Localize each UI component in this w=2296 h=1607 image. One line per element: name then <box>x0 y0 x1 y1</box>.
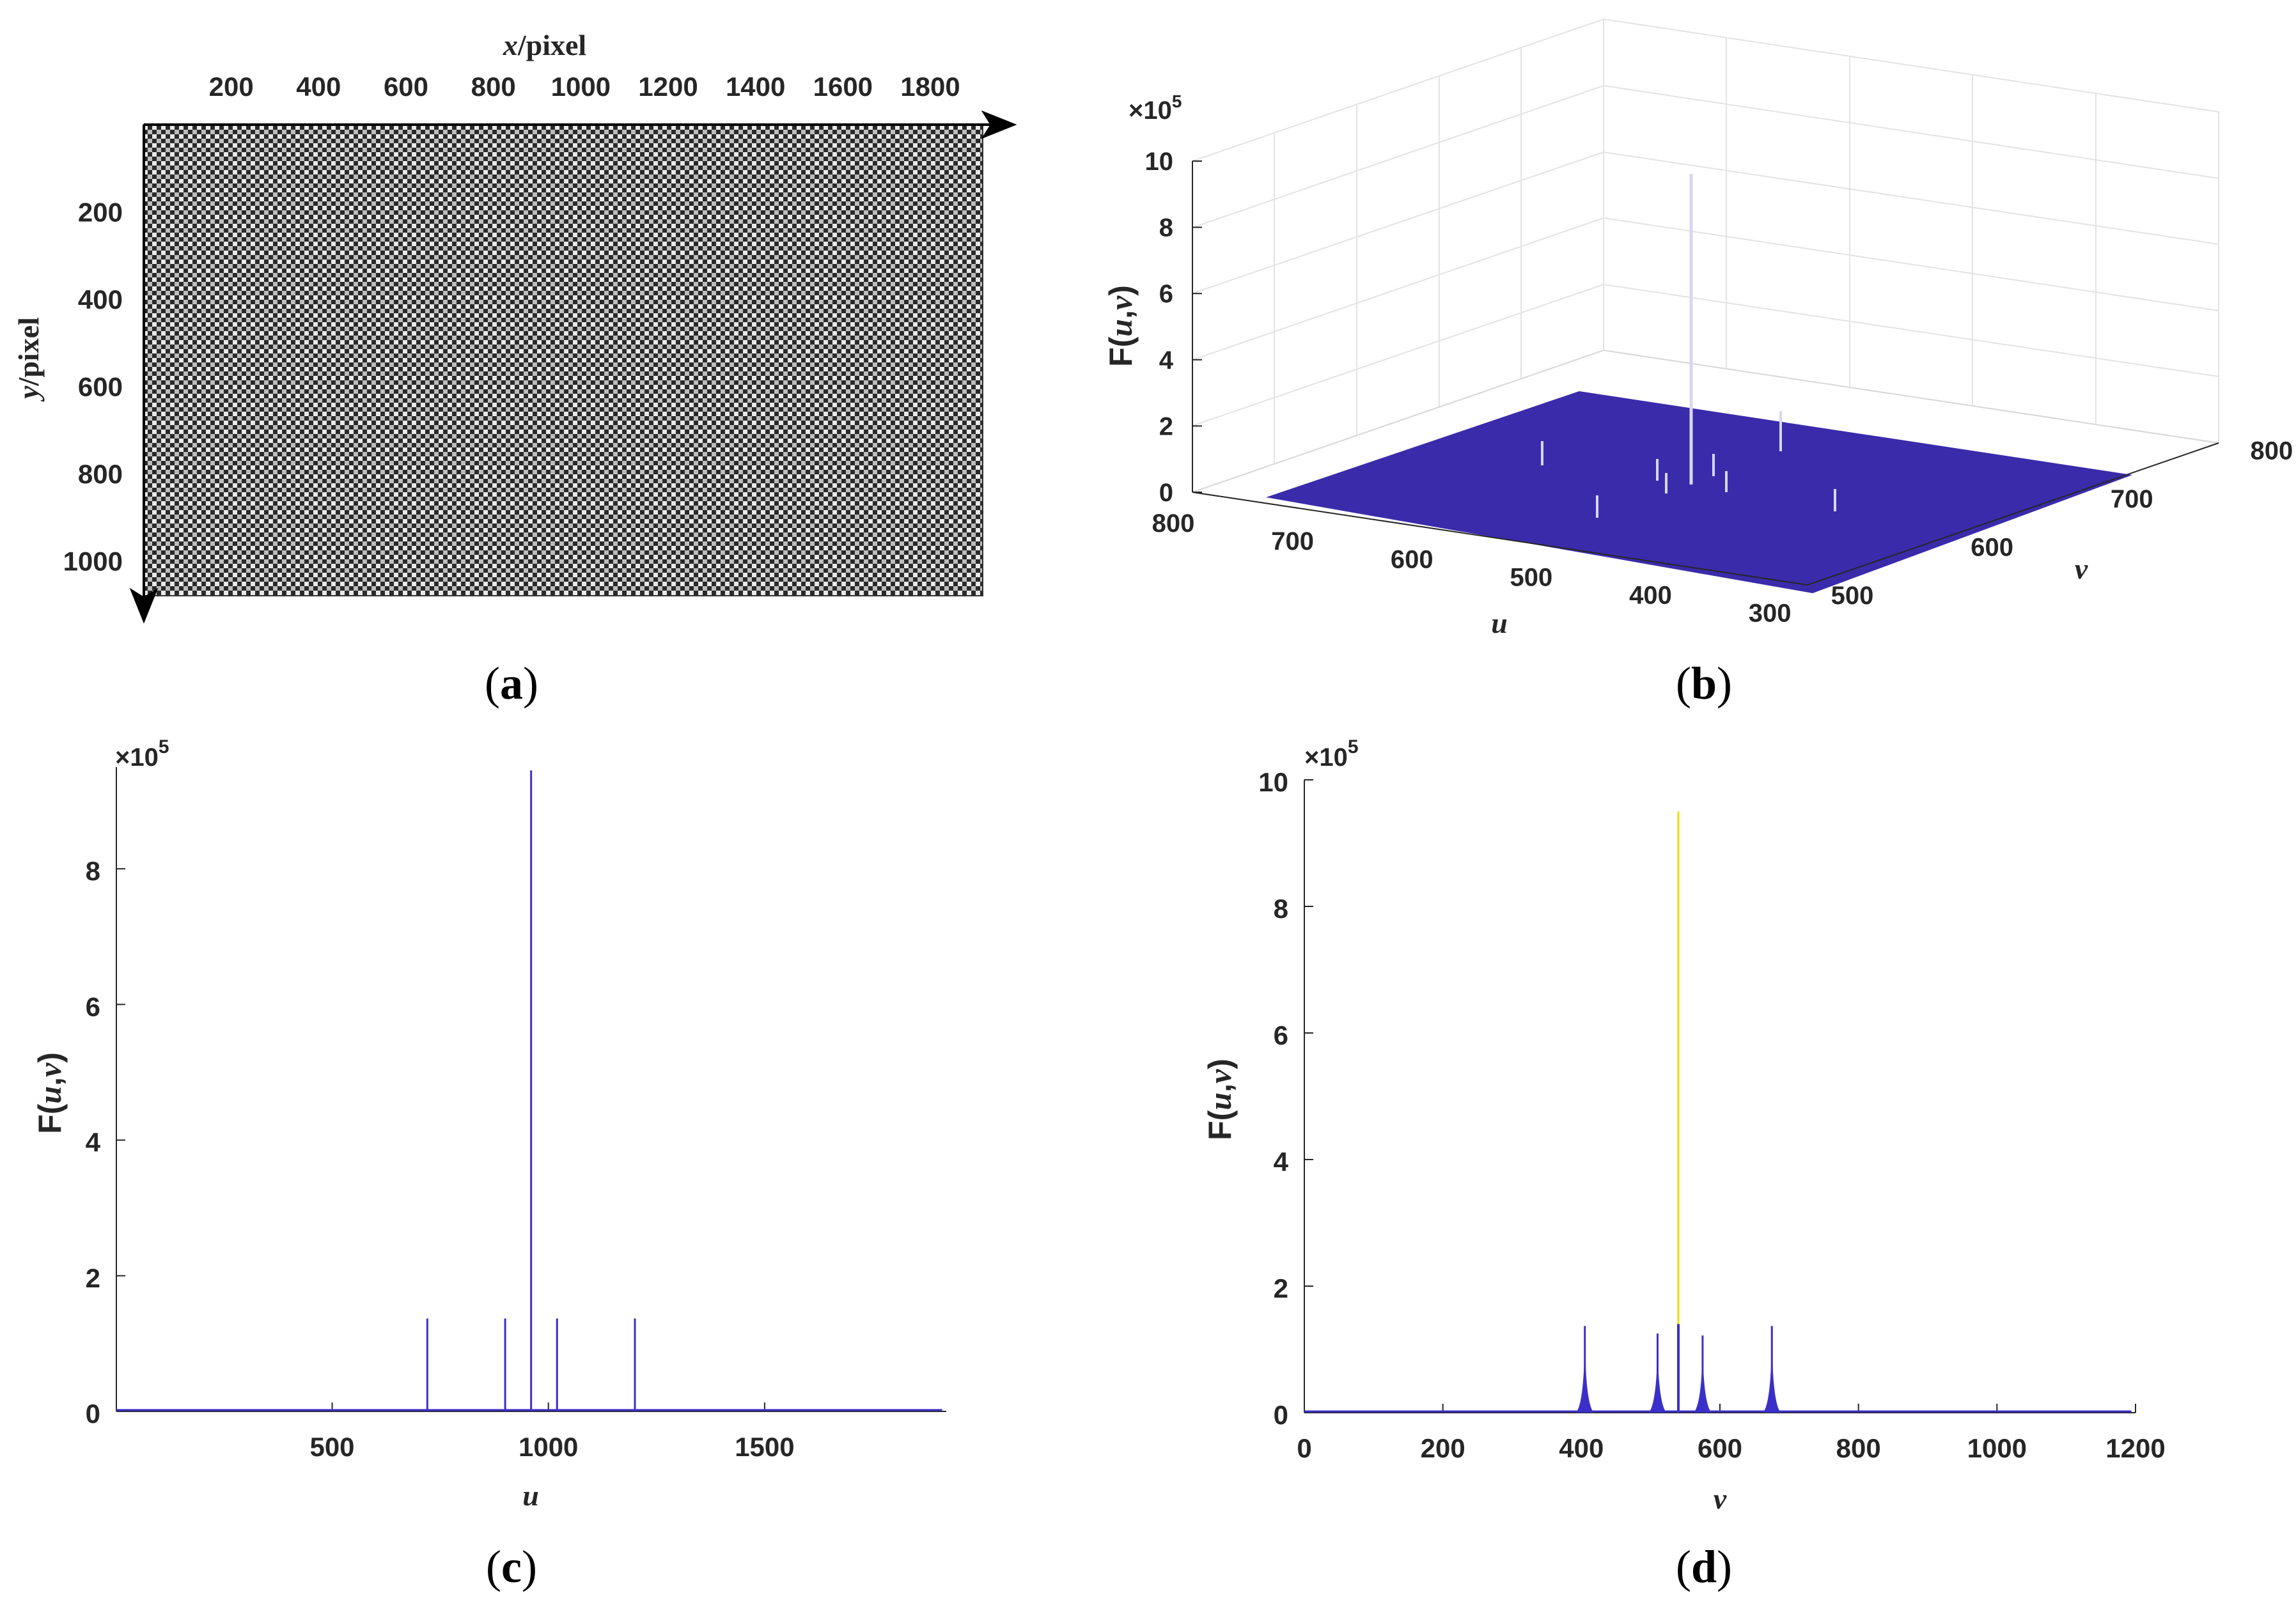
b-spikes <box>1541 174 1836 518</box>
y-tick-label: 2 <box>1274 1273 1288 1303</box>
b-v-tick-label: 700 <box>2111 485 2153 513</box>
caption-b: (b) <box>1676 658 1732 709</box>
series-peak-base <box>1648 1333 1667 1413</box>
b-u-tick-label: 800 <box>1152 509 1195 538</box>
b-v-tick-label: 500 <box>1831 582 1874 610</box>
b-u-axis-line <box>1192 492 1808 586</box>
x-tick-label: 1000 <box>519 1432 578 1462</box>
a-x-tick-label: 400 <box>296 72 341 102</box>
b-v-tick-label: 600 <box>1971 534 2013 562</box>
b-z-tick-label: 2 <box>1159 412 1173 440</box>
c-series <box>116 770 942 1411</box>
x-tick-label: 0 <box>1297 1433 1311 1463</box>
b-u-ticks: 800 700 600 500 400 300 <box>1152 509 1792 628</box>
caption-d: (d) <box>1676 1541 1732 1592</box>
b-exponent: ×105 <box>1128 91 1182 125</box>
a-y-ticks: 200 400 600 800 1000 <box>63 197 123 576</box>
y-tick-label: 2 <box>86 1263 100 1293</box>
a-y-tick-label: 1000 <box>63 546 123 576</box>
y-tick-label: 0 <box>1274 1400 1288 1430</box>
y-tick-label: 8 <box>86 856 100 886</box>
a-y-tick-label: 800 <box>78 459 123 489</box>
caption-c: (c) <box>486 1541 537 1592</box>
spectrum-surface <box>1266 391 2132 593</box>
x-tick-label: 800 <box>1836 1433 1881 1463</box>
d-ticks: 0 200 400 600 800 1000 1200 0 2 4 6 8 10 <box>1258 767 2165 1463</box>
series-peak-base <box>1693 1335 1712 1413</box>
y-tick-label: 10 <box>1258 767 1288 797</box>
y-tick-label: 6 <box>1274 1020 1288 1050</box>
b-z-tick-label: 0 <box>1159 479 1173 507</box>
d-series <box>1304 811 2132 1413</box>
c-exponent: ×105 <box>115 736 169 772</box>
b-z-axis-label: F(u,v) <box>1103 285 1139 367</box>
a-y-tick-label: 200 <box>78 197 123 227</box>
x-tick-label: 500 <box>309 1432 354 1462</box>
a-y-axis-label: y/pixel <box>12 317 45 402</box>
a-x-tick-label: 600 <box>384 72 428 102</box>
d-exponent: ×105 <box>1304 736 1359 772</box>
d-x-axis-label: v <box>1714 1482 1727 1515</box>
b-u-tick-label: 400 <box>1629 582 1672 610</box>
series-peak-base <box>1575 1326 1594 1413</box>
x-tick-label: 200 <box>1421 1433 1465 1463</box>
x-tick-label: 400 <box>1559 1433 1604 1463</box>
a-x-tick-label: 1400 <box>726 72 785 102</box>
b-z-tick-label: 6 <box>1159 280 1173 308</box>
x-tick-label: 1500 <box>735 1432 794 1462</box>
b-u-tick-label: 700 <box>1271 527 1314 555</box>
b-u-tick-label: 600 <box>1391 545 1433 573</box>
b-z-tick-label: 4 <box>1159 346 1174 375</box>
b-u-tick-label: 500 <box>1510 563 1553 591</box>
x-tick-label: 1000 <box>1967 1433 2027 1463</box>
a-x-tick-label: 1200 <box>638 72 698 102</box>
y-tick-label: 4 <box>1274 1147 1289 1177</box>
b-u-tick-label: 300 <box>1749 600 1792 628</box>
y-tick-label: 0 <box>86 1399 100 1429</box>
a-x-tick-label: 1600 <box>813 72 873 102</box>
panel-c: 500 1000 1500 0 2 4 6 8 ×105 F(u,v) u (c) <box>32 736 946 1592</box>
b-z-ticks: 0 2 4 6 8 10 <box>1145 148 1202 507</box>
panel-a: 200 400 600 800 1000 1200 1400 1600 1800 200 400 6… <box>12 29 1017 709</box>
b-v-axis-line <box>1807 442 2219 586</box>
a-y-tick-label: 600 <box>78 371 123 401</box>
b-z-tick-label: 10 <box>1145 148 1174 176</box>
a-x-tick-label: 1800 <box>900 72 960 102</box>
a-y-tick-label: 400 <box>78 284 123 314</box>
b-z-tick-label: 8 <box>1159 214 1173 242</box>
b-v-axis-label: v <box>2075 552 2088 585</box>
c-y-axis-label: F(u,v) <box>32 1052 68 1134</box>
a-x-tick-label: 1000 <box>551 72 611 102</box>
a-x-ticks: 200 400 600 800 1000 1200 1400 1600 1800 <box>209 72 960 102</box>
d-y-axis-label: F(u,v) <box>1202 1059 1238 1140</box>
series-peak-base <box>1763 1326 1781 1413</box>
c-x-axis-label: u <box>522 1479 539 1512</box>
y-tick-label: 8 <box>1274 894 1288 924</box>
panel-d: 0 200 400 600 800 1000 1200 0 2 4 6 8 10 ×105 F(u,v)… <box>1202 736 2166 1592</box>
a-x-tick-label: 800 <box>471 72 516 102</box>
x-tick-label: 1200 <box>2105 1433 2165 1463</box>
grating-image <box>143 124 983 596</box>
b-u-axis-label: u <box>1491 607 1508 639</box>
b-v-tick-label: 800 <box>2250 437 2293 465</box>
b-v-ticks: 500 600 700 800 <box>1831 437 2293 610</box>
caption-a: (a) <box>485 658 538 709</box>
y-tick-label: 6 <box>86 991 100 1021</box>
c-ticks: 500 1000 1500 0 2 4 6 8 <box>86 856 795 1462</box>
y-tick-label: 4 <box>86 1128 101 1158</box>
a-x-axis-label: x/pixel <box>503 29 586 61</box>
x-tick-label: 600 <box>1698 1433 1742 1463</box>
a-x-tick-label: 200 <box>209 72 254 102</box>
